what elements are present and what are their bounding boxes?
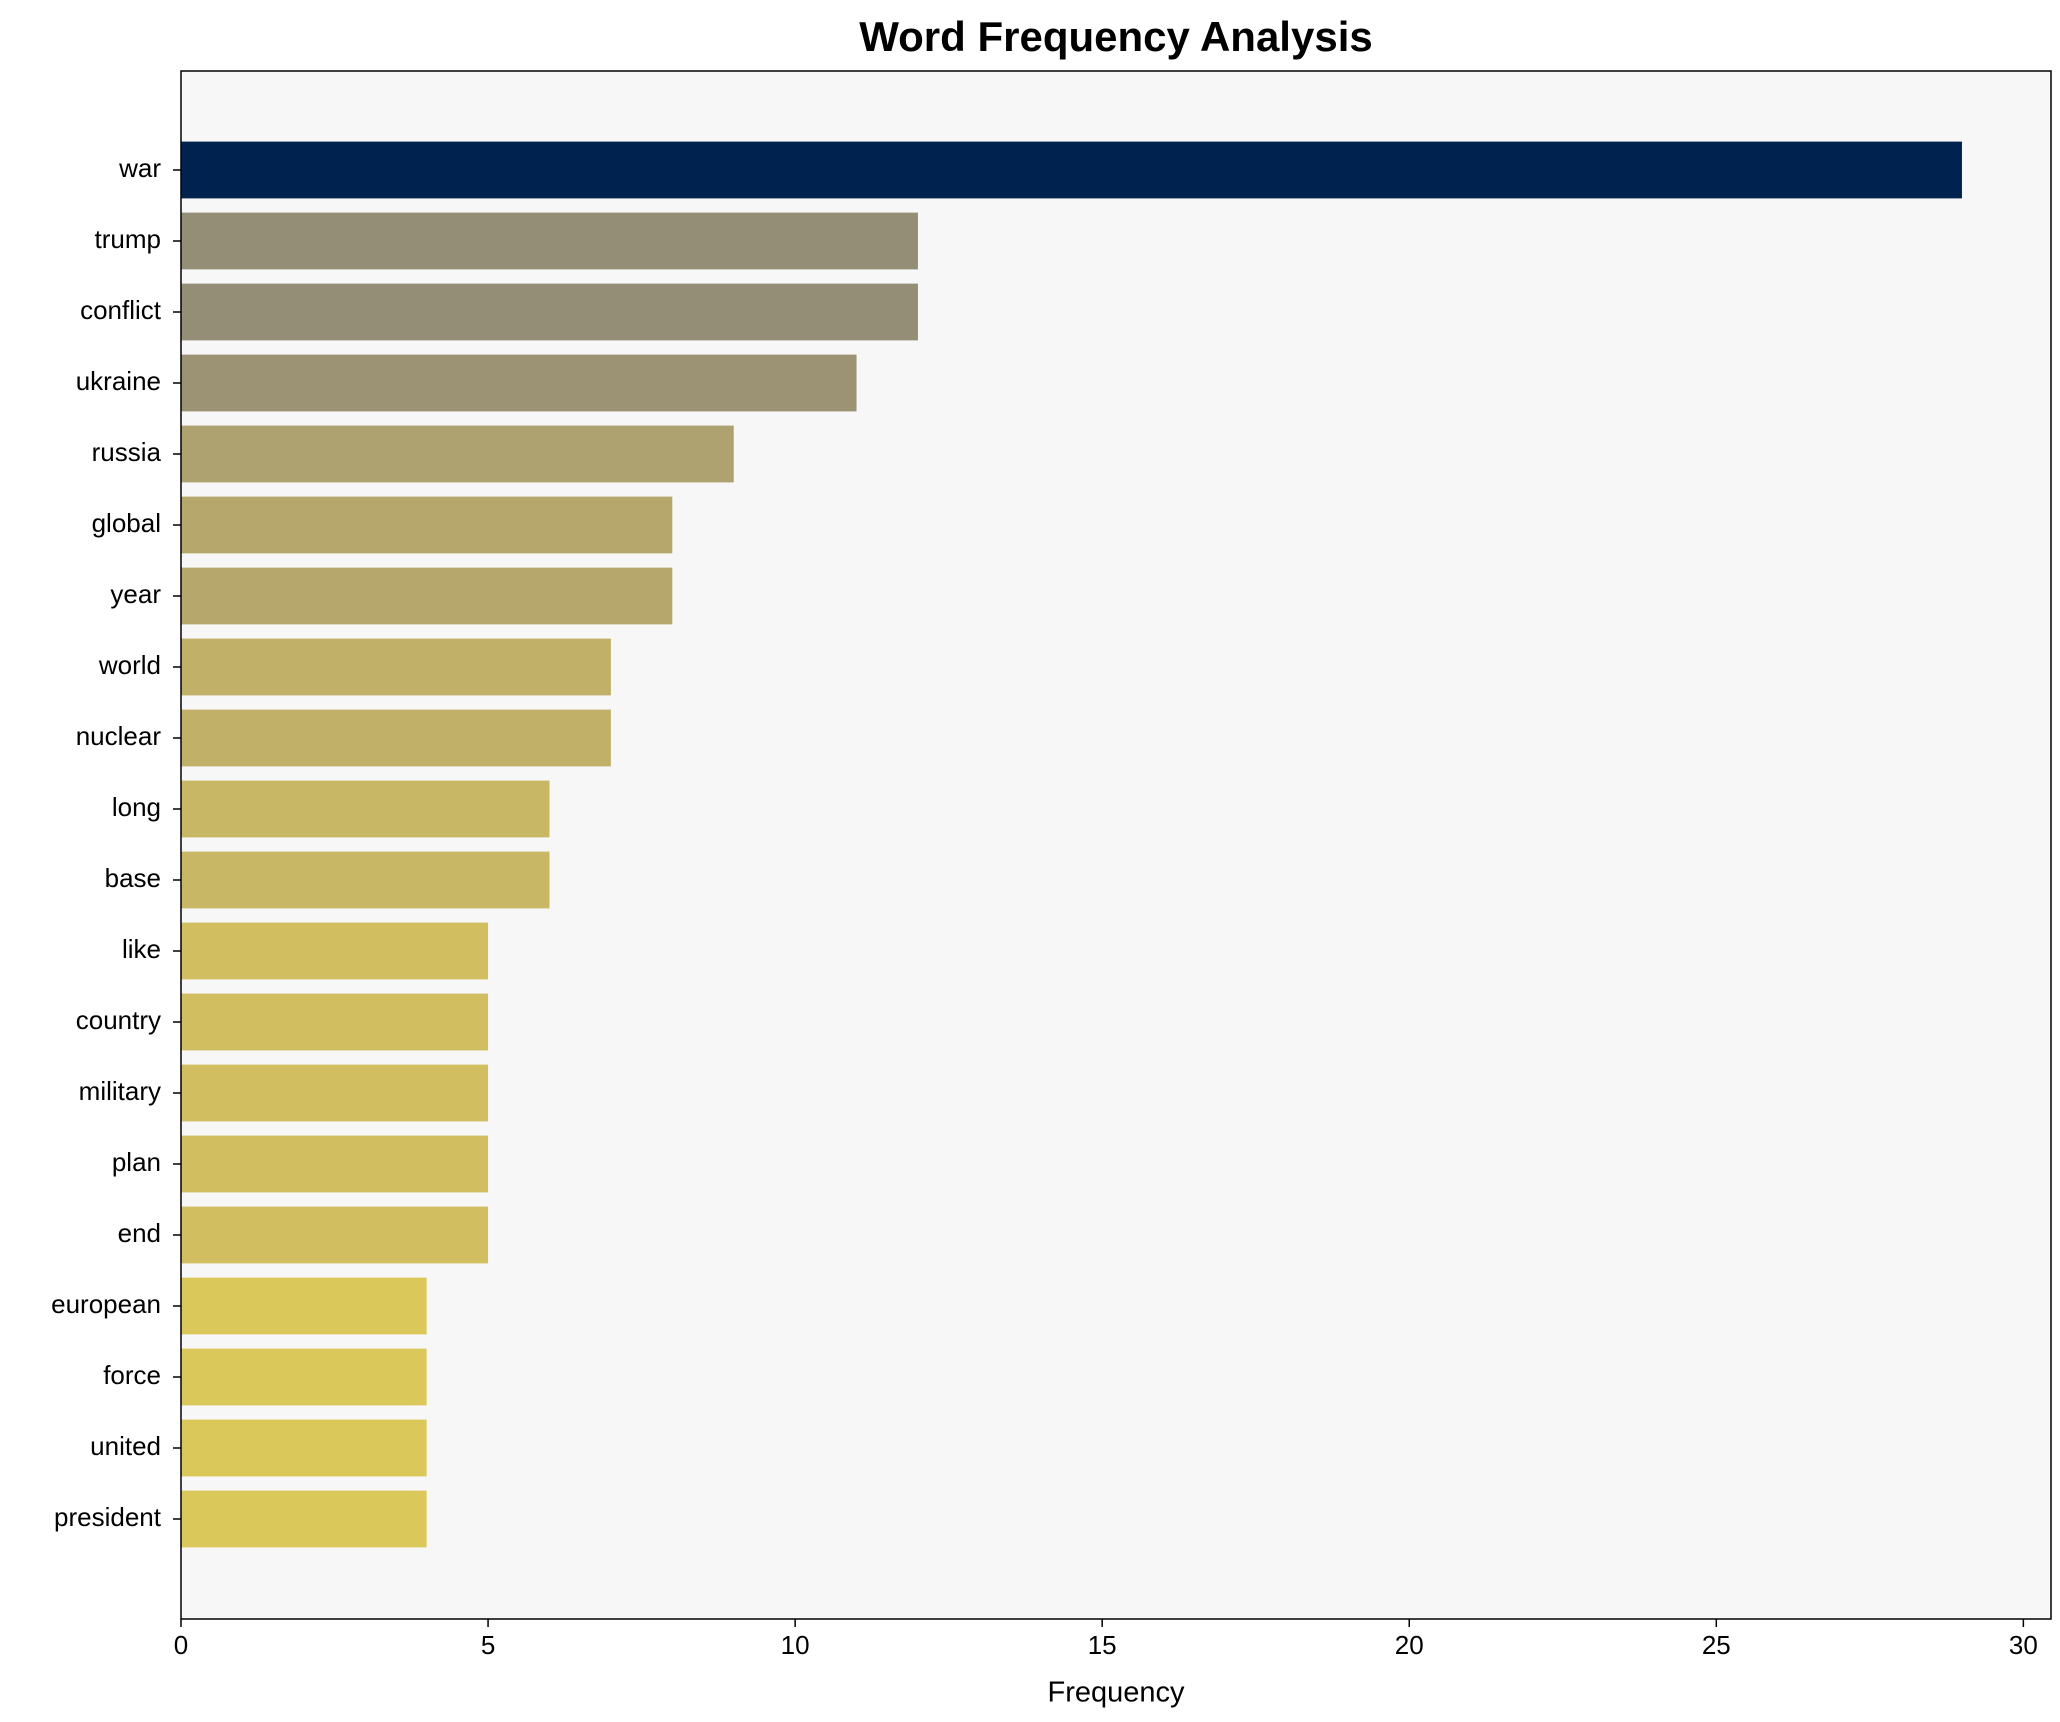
y-tick-label: year [110, 579, 161, 609]
bar [181, 1135, 489, 1193]
y-tick-label: long [112, 792, 161, 822]
x-tick-label: 25 [1702, 1630, 1731, 1660]
bar [181, 1064, 489, 1122]
y-tick-label: global [92, 508, 161, 538]
x-tick-label: 0 [174, 1630, 188, 1660]
bar [181, 567, 673, 625]
plot-frame [180, 70, 2052, 1620]
y-tick-label: force [103, 1360, 161, 1390]
bar [181, 212, 918, 270]
bar [181, 922, 489, 980]
y-tick-label: like [122, 934, 161, 964]
bar [181, 283, 918, 341]
bar [181, 354, 857, 412]
y-tick-label: nuclear [76, 721, 162, 751]
bar [181, 425, 734, 483]
x-tick-label: 20 [1395, 1630, 1424, 1660]
bar [181, 638, 611, 696]
bar [181, 1419, 427, 1477]
y-tick-label: plan [112, 1147, 161, 1177]
chart-title: Word Frequency Analysis [859, 13, 1372, 60]
y-tick-label: president [54, 1502, 162, 1532]
bar [181, 993, 489, 1051]
y-tick-label: ukraine [76, 366, 161, 396]
y-tick-label: conflict [80, 295, 162, 325]
bar [181, 141, 1962, 199]
y-tick-label: european [51, 1289, 161, 1319]
y-tick-label: united [90, 1431, 161, 1461]
bar [181, 780, 550, 838]
x-tick-label: 15 [1088, 1630, 1117, 1660]
x-axis-label: Frequency [1047, 1677, 1185, 1709]
x-tick-label: 30 [2009, 1630, 2038, 1660]
y-tick-label: country [76, 1005, 161, 1035]
bar [181, 1490, 427, 1548]
x-tick-label: 5 [481, 1630, 495, 1660]
bar [181, 1348, 427, 1406]
y-tick-label: military [79, 1076, 161, 1106]
y-tick-label: end [118, 1218, 161, 1248]
bar [181, 1277, 427, 1335]
y-tick-label: russia [92, 437, 162, 467]
bar [181, 1206, 489, 1264]
y-tick-label: base [105, 863, 161, 893]
y-tick-label: world [98, 650, 161, 680]
bar [181, 709, 611, 767]
y-tick-label: war [118, 153, 161, 183]
x-tick-label: 10 [781, 1630, 810, 1660]
y-tick-label: trump [95, 224, 161, 254]
bar [181, 851, 550, 909]
bar [181, 496, 673, 554]
